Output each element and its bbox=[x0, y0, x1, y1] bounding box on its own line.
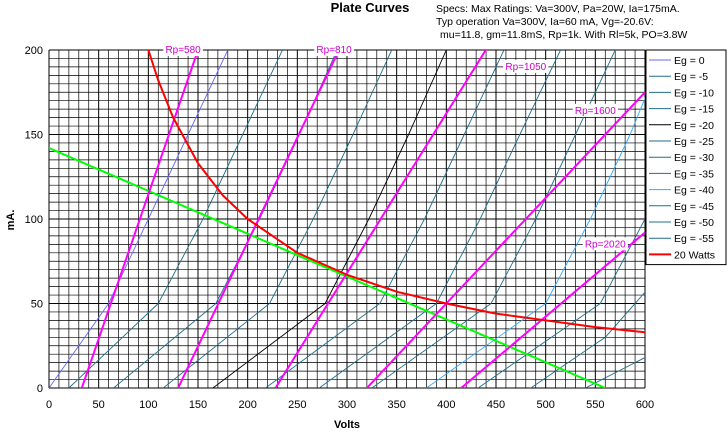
y-tick-label: 50 bbox=[31, 299, 43, 311]
rp-line-3 bbox=[366, 91, 645, 388]
eg-curve-6 bbox=[318, 50, 561, 388]
rp-lines: Rp=580 Rp=810 Rp=1050 Rp=1600 Rp=2020 bbox=[80, 43, 645, 388]
load-line-layer bbox=[49, 147, 606, 388]
load-line bbox=[49, 147, 606, 388]
x-axis-label: Volts bbox=[334, 419, 360, 431]
x-tick-label: 350 bbox=[387, 399, 405, 411]
rp-line-2 bbox=[274, 50, 487, 388]
x-tick-label: 100 bbox=[139, 399, 157, 411]
rp-label-3: Rp=1600 bbox=[575, 106, 616, 117]
rp-label-bg bbox=[163, 43, 203, 56]
x-tick-label: 250 bbox=[288, 399, 306, 411]
rp-label-2: Rp=1050 bbox=[505, 62, 546, 73]
y-tick-label: 0 bbox=[37, 383, 43, 395]
legend-entry: Eg = -5 bbox=[674, 71, 708, 83]
y-tick-label: 150 bbox=[25, 130, 43, 142]
rp-line-1 bbox=[177, 50, 340, 388]
specs-line-1: Specs: Max Ratings: Va=300V, Pa=20W, Ia=… bbox=[436, 3, 680, 15]
legend-entry: Eg = -35 bbox=[674, 168, 714, 180]
x-tick-label: 450 bbox=[487, 399, 505, 411]
y-tick-label: 200 bbox=[25, 45, 43, 57]
legend-entry: Eg = -50 bbox=[674, 217, 714, 229]
rp-line-0 bbox=[80, 50, 199, 388]
rp-label-bg bbox=[582, 237, 628, 251]
chart-title: Plate Curves bbox=[331, 0, 410, 15]
power-curve-layer bbox=[147, 50, 645, 334]
rp-line-4 bbox=[460, 231, 645, 388]
x-tick-label: 150 bbox=[189, 399, 207, 411]
eg-curve-11 bbox=[585, 356, 645, 388]
y-axis-label: mA. bbox=[5, 210, 17, 231]
x-tick-label: 50 bbox=[93, 399, 105, 411]
rp-label-bg bbox=[503, 59, 549, 73]
legend-entry: 20 Watts bbox=[674, 249, 715, 261]
eg-curve-1 bbox=[68, 50, 283, 388]
legend-entry: Eg = -15 bbox=[674, 104, 714, 116]
eg-curve-3 bbox=[162, 50, 393, 388]
legend-entry: Eg = -10 bbox=[674, 87, 714, 99]
eg-curve-5 bbox=[265, 50, 505, 388]
legend-entry: Eg = -45 bbox=[674, 201, 714, 213]
grid bbox=[48, 49, 646, 389]
x-tick-label: 300 bbox=[338, 399, 356, 411]
legend-entry: Eg = 0 bbox=[674, 55, 705, 67]
eg-curve-4 bbox=[212, 50, 447, 388]
eg-curve-9 bbox=[477, 218, 645, 388]
y-tick-label: 100 bbox=[25, 214, 43, 226]
x-tick-label: 500 bbox=[536, 399, 554, 411]
legend: Eg = 0 Eg = -5 Eg = -10 Eg = -15 Eg = -20 Eg … bbox=[645, 49, 727, 266]
tick-labels: 0 50 100 150 200 250 300 350 400 450 500 550 600 0 50 1… bbox=[25, 45, 655, 411]
rp-label-bg bbox=[314, 43, 354, 56]
x-tick-label: 0 bbox=[46, 399, 52, 411]
x-tick-label: 200 bbox=[238, 399, 256, 411]
x-tick-label: 550 bbox=[586, 399, 604, 411]
eg-curve-8 bbox=[426, 97, 645, 388]
legend-entry: Eg = -20 bbox=[674, 120, 714, 132]
power-curve-20w bbox=[147, 50, 645, 334]
rp-label-bg bbox=[572, 103, 618, 117]
legend-entry: Eg = -30 bbox=[674, 152, 714, 164]
legend-entry: Eg = -55 bbox=[674, 233, 714, 245]
rp-label-0: Rp=580 bbox=[165, 45, 201, 56]
x-tick-label: 600 bbox=[636, 399, 654, 411]
eg-curve-0 bbox=[49, 50, 229, 388]
x-tick-label: 400 bbox=[437, 399, 455, 411]
rp-label-4: Rp=2020 bbox=[585, 239, 626, 250]
legend-entry: Eg = -40 bbox=[674, 185, 714, 197]
specs-line-2: Typ operation Va=300V, Ia=60 mA, Vg=-20.… bbox=[436, 16, 654, 28]
legend-entry: Eg = -25 bbox=[674, 136, 714, 148]
eg-curve-10 bbox=[530, 291, 645, 388]
specs-line-3: mu=11.8, gm=11.8mS, Rp=1k. With Rl=5k, P… bbox=[440, 29, 687, 41]
rp-label-1: Rp=810 bbox=[316, 45, 352, 56]
